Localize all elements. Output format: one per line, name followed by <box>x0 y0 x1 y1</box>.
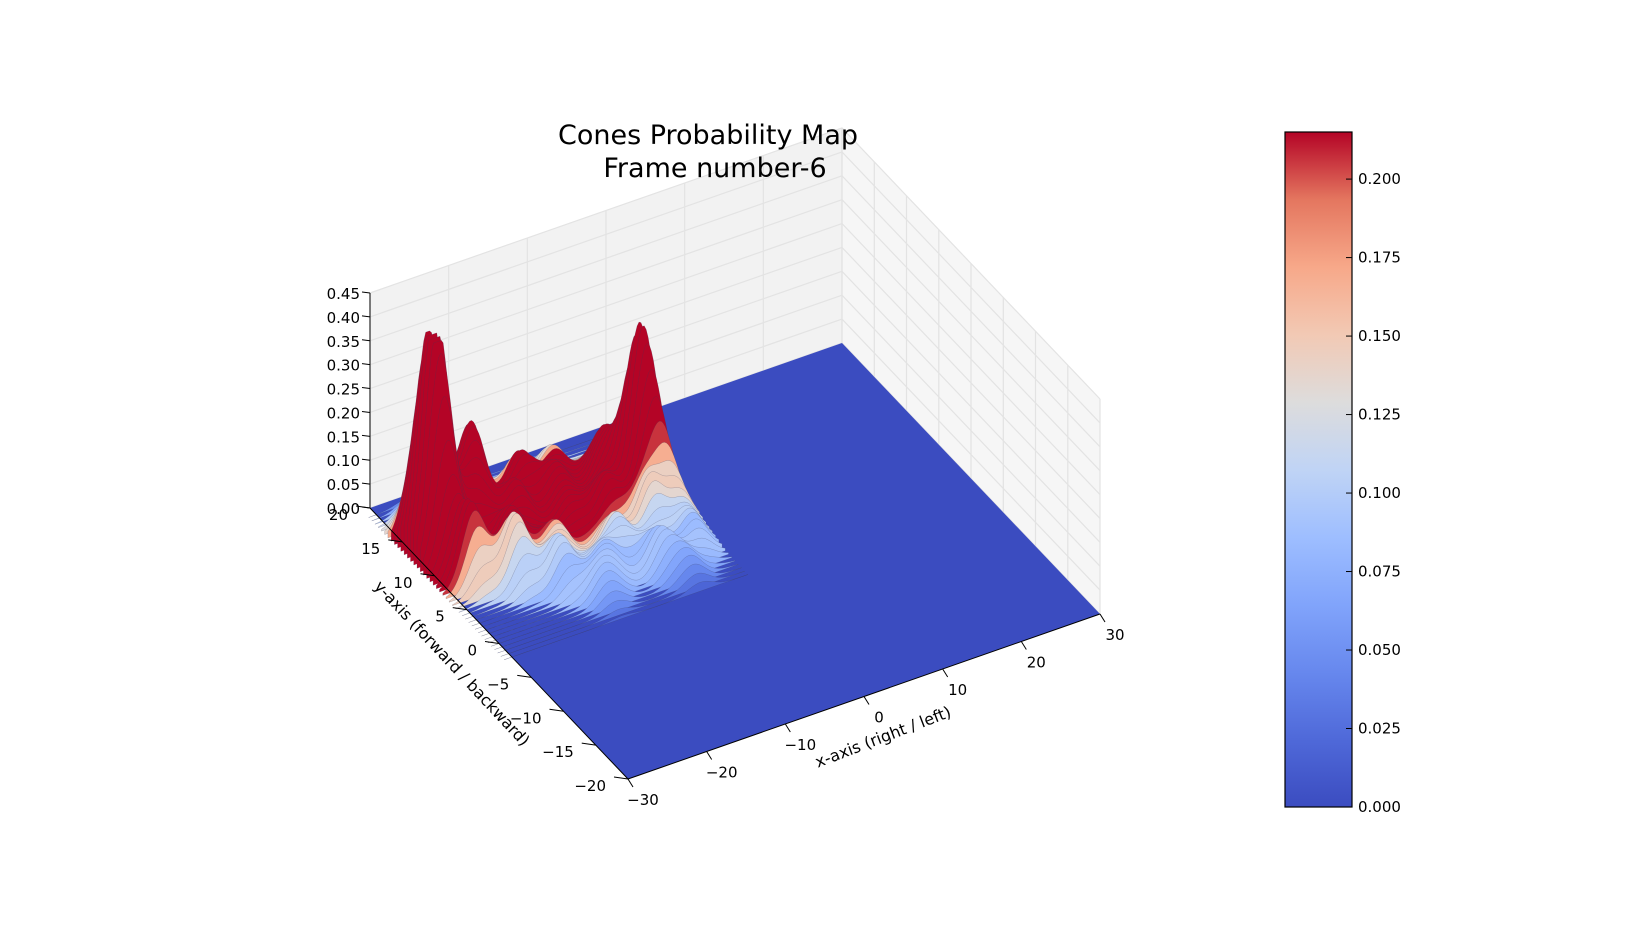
colorbar-tick-label: 0.025 <box>1358 720 1401 738</box>
colorbar-ticks: 0.000 0.025 0.050 0.075 0.100 0.125 0.150 0.175… <box>1346 170 1401 816</box>
grid-z <box>369 175 1101 448</box>
z-tick <box>361 339 371 342</box>
tick-marks <box>355 291 1106 788</box>
colorbar-tick-label: 0.100 <box>1358 484 1401 502</box>
z-tick <box>361 506 371 509</box>
grid-z <box>369 294 1101 567</box>
z-tick <box>361 387 371 390</box>
chart-title-line-2: Frame number-6 <box>603 153 826 184</box>
grid-z <box>369 246 1101 519</box>
colorbar-tick-label: 0.150 <box>1358 327 1401 345</box>
y-tick <box>613 776 629 780</box>
x-tick-label: 0 <box>874 709 884 727</box>
y-tick <box>388 539 403 543</box>
z-tick-label: 0.30 <box>327 357 360 375</box>
z-tick <box>361 291 371 294</box>
z-tick <box>361 482 371 485</box>
colorbar-tick-label: 0.075 <box>1358 563 1401 581</box>
surface-slice <box>500 570 745 657</box>
z-tick <box>361 458 371 461</box>
y-tick <box>549 708 564 712</box>
z-tick-label: 0.25 <box>327 381 360 399</box>
z-tick <box>361 434 371 437</box>
colorbar: 0.000 0.025 0.050 0.075 0.100 0.125 0.150 0.175… <box>1284 131 1401 816</box>
grid-z <box>369 127 1101 400</box>
colorbar-tick-label: 0.050 <box>1358 641 1401 659</box>
x-tick-label: 30 <box>1105 626 1124 644</box>
grid-z <box>369 318 1101 591</box>
y-tick-label: 5 <box>435 608 445 626</box>
z-tick <box>361 363 371 366</box>
grid-z <box>369 199 1101 472</box>
colorbar-tick-label: 0.200 <box>1358 170 1401 188</box>
x-tick-label: −30 <box>627 791 659 809</box>
z-tick-label: 0.00 <box>327 500 360 518</box>
surface-slice <box>497 563 742 654</box>
colorbar-tick-label: 0.000 <box>1358 798 1401 816</box>
colorbar-gradient <box>1284 131 1353 808</box>
z-tick <box>361 410 371 413</box>
y-tick-label: −10 <box>510 709 542 727</box>
grid-z <box>369 270 1101 543</box>
z-tick-label: 0.10 <box>327 452 360 470</box>
y-tick <box>420 573 435 577</box>
y-tick-label: −20 <box>574 777 606 795</box>
x-tick <box>784 723 791 733</box>
chart-title-line-1: Cones Probability Map <box>558 120 858 151</box>
y-tick <box>452 607 467 611</box>
y-tick-label: 0 <box>467 642 477 660</box>
colorbar-tick-label: 0.175 <box>1358 249 1401 267</box>
z-tick-label: 0.35 <box>327 333 360 351</box>
z-tick-label: 0.20 <box>327 404 360 422</box>
x-tick <box>627 778 634 788</box>
z-tick-label: 0.15 <box>327 428 360 446</box>
z-tick <box>361 315 371 318</box>
grid-z <box>369 151 1101 424</box>
tick-labels: −30−20−100102030−20−15−10−5051015200.000… <box>327 285 1125 809</box>
z-tick-label: 0.45 <box>327 285 360 303</box>
x-tick-label: 10 <box>948 681 967 699</box>
y-tick-label: 20 <box>329 506 348 524</box>
y-tick-label: −15 <box>542 743 574 761</box>
y-tick-label: 10 <box>393 574 412 592</box>
x-tick-label: −10 <box>784 736 816 754</box>
y-tick <box>581 742 596 746</box>
x-tick <box>863 696 870 705</box>
x-tick <box>942 668 949 678</box>
y-tick <box>517 674 532 678</box>
x-tick <box>1020 641 1027 650</box>
x-tick-label: −20 <box>706 764 738 782</box>
y-tick <box>484 641 500 644</box>
x-tick <box>706 751 713 760</box>
grid-z <box>369 222 1101 496</box>
z-tick-label: 0.40 <box>327 309 360 327</box>
surface-slice <box>503 574 748 661</box>
x-tick <box>1099 613 1106 623</box>
y-tick-label: −5 <box>487 675 509 693</box>
y-tick-label: 15 <box>361 540 380 558</box>
z-tick-label: 0.05 <box>327 476 360 494</box>
probability-surface <box>368 321 1100 779</box>
colorbar-tick-label: 0.125 <box>1358 406 1401 424</box>
x-tick-label: 20 <box>1027 654 1046 672</box>
